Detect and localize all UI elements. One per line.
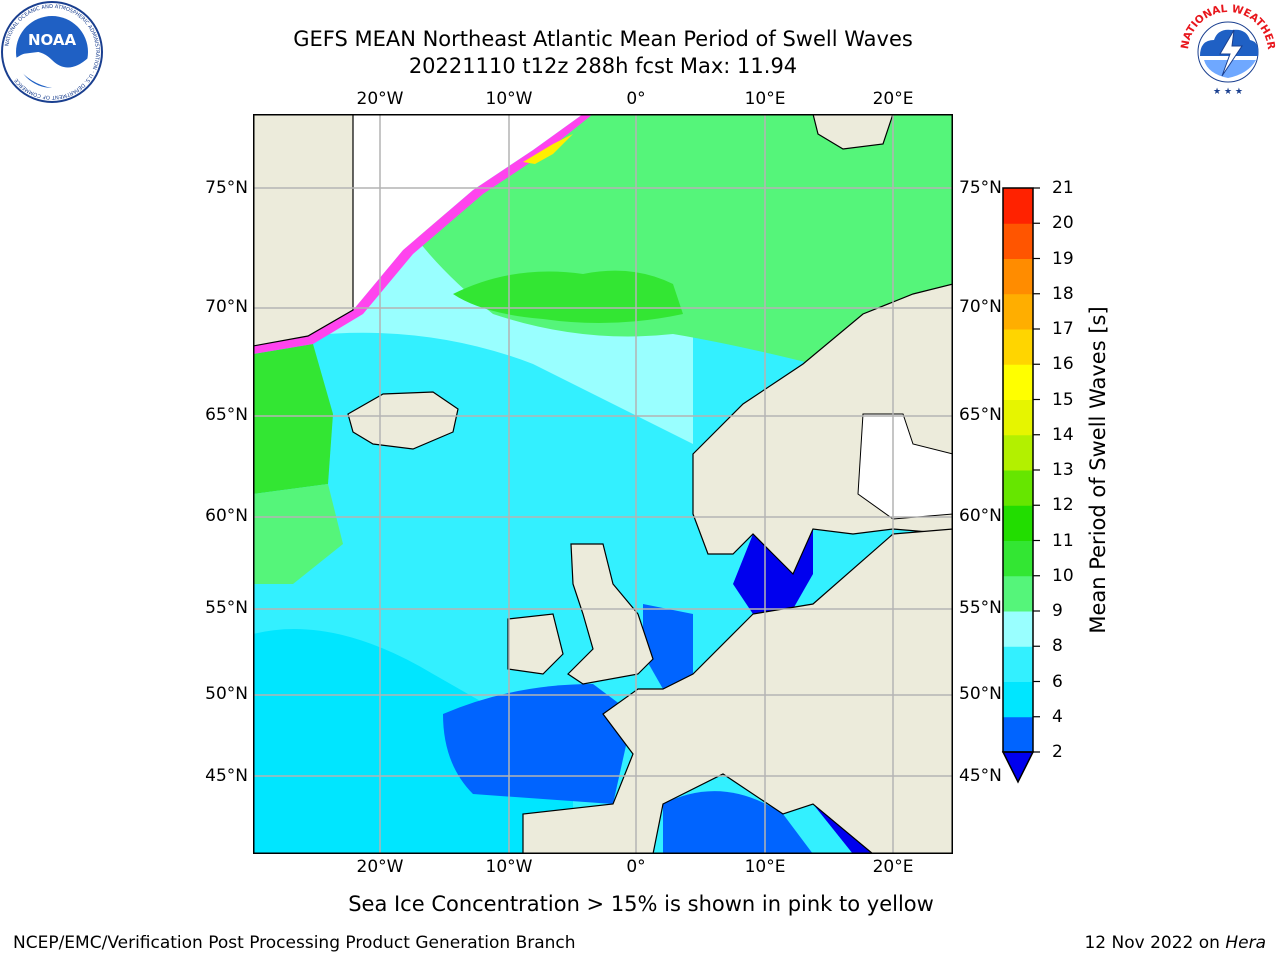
lon-label-top-20e: 20°E: [872, 89, 914, 109]
chart-subtitle: 20221110 t12z 288h fcst Max: 11.94: [408, 54, 798, 78]
colorbar-bin-18-19: [1003, 258, 1033, 295]
colorbar-tick-label-4: 4: [1052, 706, 1063, 727]
lon-label-bottom-20e: 20°E: [872, 857, 914, 877]
lon-label-bottom-10w: 10°W: [485, 857, 533, 877]
colorbar-bin-15-16: [1003, 364, 1033, 400]
colorbar-tick-label-13: 13: [1052, 460, 1074, 480]
lat-label-left-60n: 60°N: [205, 506, 248, 526]
greenland-land: [253, 114, 354, 347]
swell-period-map: [253, 114, 953, 854]
sea-ice-edge: [253, 114, 593, 354]
swell-band-4-6s: [253, 629, 573, 854]
colorbar-bin-20-21: [1003, 188, 1033, 224]
colorbar-tick-label-12: 12: [1052, 495, 1074, 516]
lat-label-right-70n: 70°N: [959, 297, 1002, 317]
colorbar-tick-label-2: 2: [1052, 742, 1063, 762]
lat-label-left-45n: 45°N: [205, 766, 248, 786]
swell-band-2-4s-north-sea: [643, 604, 693, 689]
colorbar-under-triangle: [1001, 751, 1035, 784]
colorbar-bin-17-18: [1003, 293, 1033, 330]
colorbar-tick-label-20: 20: [1052, 213, 1074, 234]
svg-text:★ ★ ★: ★ ★ ★: [1213, 87, 1243, 97]
bothnia-nodata: [857, 413, 953, 520]
swell-band-10-11s-north: [453, 270, 683, 323]
lat-label-right-50n: 50°N: [959, 684, 1002, 704]
colorbar-tick-label-11: 11: [1052, 530, 1074, 551]
colorbar-bin-4-6: [1003, 681, 1033, 718]
lat-label-right-65n: 65°N: [959, 405, 1002, 425]
map-border: [253, 114, 953, 854]
colorbar-bin-6-8: [1003, 646, 1033, 682]
sea-ice-note: Sea Ice Concentration > 15% is shown in …: [348, 892, 934, 916]
lat-label-right-55n: 55°N: [959, 598, 1002, 618]
colorbar-tick-label-17: 17: [1052, 319, 1074, 339]
lat-label-left-50n: 50°N: [205, 684, 248, 704]
continental-europe-land: [522, 528, 953, 854]
lon-label-top-10e: 10°E: [744, 89, 786, 109]
lat-label-left-65n: 65°N: [205, 405, 248, 425]
colorbar-label: Mean Period of Swell Waves [s]: [1086, 306, 1110, 634]
swell-band-2-4s-med: [663, 791, 813, 854]
greenland-ice-nodata: [353, 114, 583, 310]
lat-label-left-75n: 75°N: [205, 178, 248, 198]
colorbar-bin-8-9: [1003, 611, 1033, 647]
lon-label-bottom-0: 0°: [626, 857, 646, 877]
colorbar-bin-12-13: [1003, 470, 1033, 506]
swell-band-2-4s-biscay: [443, 684, 633, 804]
credit-date-text: 12 Nov 2022 on: [1084, 933, 1220, 953]
lon-label-top-10w: 10°W: [485, 89, 533, 109]
lat-label-right-45n: 45°N: [959, 766, 1002, 786]
svalbard-land: [812, 114, 894, 150]
national-weather-service-logo-icon: NATIONAL WEATHER SERVICE ★ ★ ★: [1176, 0, 1277, 101]
credit-date: 12 Nov 2022 on Hera: [1084, 932, 1266, 954]
credit-machine: Hera: [1225, 933, 1266, 953]
swell-band-9-10s-west: [253, 484, 343, 584]
lon-label-bottom-20w: 20°W: [356, 857, 404, 877]
lon-label-bottom-10e: 10°E: [744, 857, 786, 877]
colorbar-tick-label-21: 21: [1052, 178, 1074, 198]
lat-label-right-75n: 75°N: [959, 178, 1002, 198]
colorbar-tick-label-15: 15: [1052, 389, 1074, 410]
colorbar-bin-19-20: [1003, 223, 1033, 259]
lat-label-right-60n: 60°N: [959, 506, 1002, 526]
lat-label-left-55n: 55°N: [205, 598, 248, 618]
colorbar-tick-label-14: 14: [1052, 424, 1074, 445]
noaa-logo-text: NOAA: [28, 31, 77, 49]
chart-title: GEFS MEAN Northeast Atlantic Mean Period…: [293, 27, 913, 51]
credit-left: NCEP/EMC/Verification Post Processing Pr…: [13, 933, 576, 953]
colorbar-bin-13-14: [1003, 434, 1033, 471]
iceland-land: [347, 391, 459, 450]
colorbar-tick-label-19: 19: [1052, 248, 1074, 269]
lon-label-top-20w: 20°W: [356, 89, 404, 109]
colorbar-tick-label-18: 18: [1052, 283, 1074, 304]
colorbar-tick-label-10: 10: [1052, 565, 1074, 586]
lon-label-top-0: 0°: [626, 89, 646, 109]
colorbar-bin-9-10: [1003, 575, 1033, 612]
colorbar-tick-label-8: 8: [1052, 636, 1063, 657]
colorbar-tick-label-6: 6: [1052, 671, 1063, 692]
colorbar-bin-2-4: [1003, 716, 1033, 753]
lat-label-left-70n: 70°N: [205, 297, 248, 317]
sea-ice-yellow: [523, 134, 573, 164]
colorbar-bin-10-11: [1003, 540, 1033, 577]
colorbar-bin-16-17: [1003, 329, 1033, 365]
colorbar-tick-label-9: 9: [1052, 601, 1063, 621]
colorbar-bin-11-12: [1003, 505, 1033, 541]
swell-band-10-11s-greenland: [253, 344, 333, 494]
noaa-logo-icon: NOAA NATIONAL OCEANIC AND ATMOSPHERIC AD…: [1, 1, 103, 103]
colorbar: [1001, 187, 1040, 784]
ireland-land: [507, 613, 564, 675]
colorbar-bin-14-15: [1003, 399, 1033, 436]
colorbar-tick-label-16: 16: [1052, 354, 1074, 375]
